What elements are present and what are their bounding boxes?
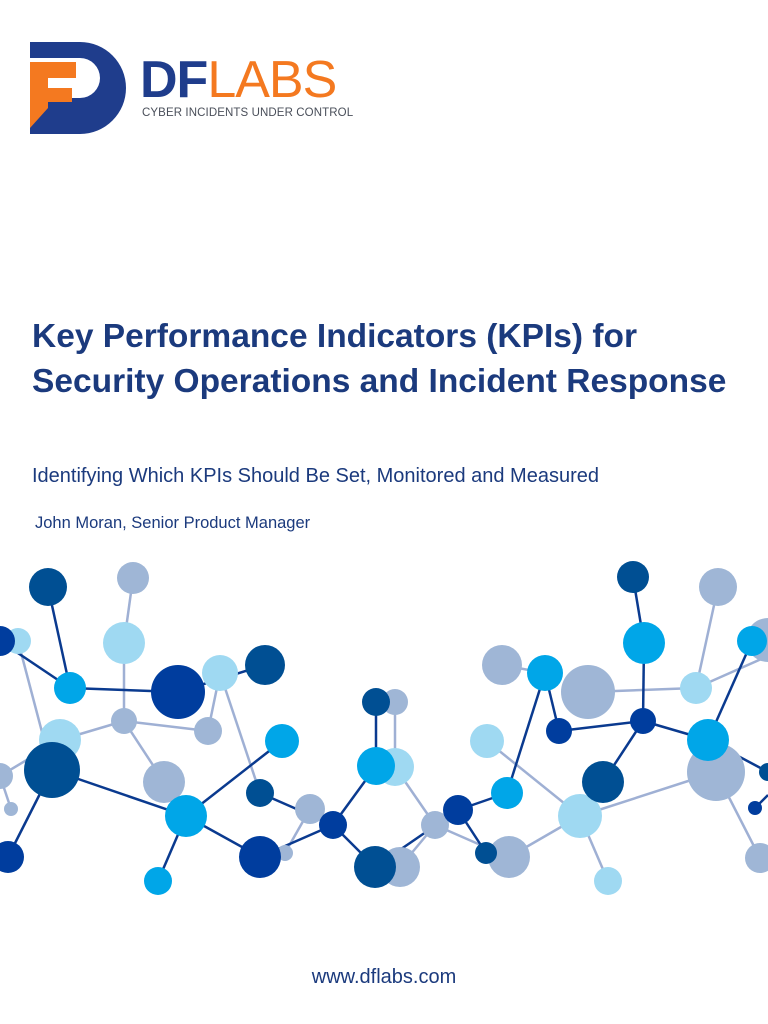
logo-wordmark-df: DF <box>140 51 208 109</box>
footer-website: www.dflabs.com <box>0 966 768 989</box>
website-link[interactable]: www.dflabs.com <box>311 966 457 988</box>
dflabs-logo-mark-icon <box>30 42 126 134</box>
document-title: Key Performance Indicators (KPIs) for Se… <box>32 318 727 400</box>
document-author: John Moran, Senior Product Manager <box>35 514 311 532</box>
network-graphic <box>0 561 768 895</box>
logo-wordmark: DFLABS <box>140 51 337 109</box>
dflabs-logo: DFLABS CYBER INCIDENTS UNDER CONTROL <box>30 42 370 137</box>
logo-wordmark-labs: LABS <box>207 51 337 109</box>
logo-tagline: CYBER INCIDENTS UNDER CONTROL <box>142 107 354 119</box>
document-subtitle: Identifying Which KPIs Should Be Set, Mo… <box>32 465 599 487</box>
